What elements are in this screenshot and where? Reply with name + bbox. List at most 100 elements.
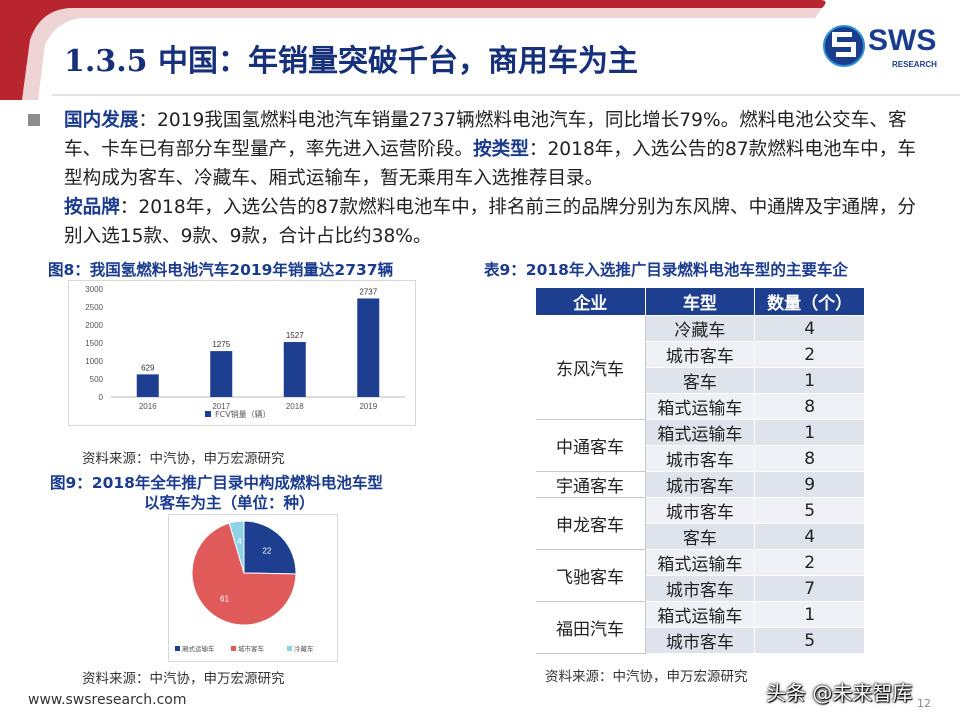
label-by-brand: 按品牌 <box>64 197 120 218</box>
logo-text: SWS <box>868 24 937 57</box>
header-banner <box>0 0 960 100</box>
table-row: 城市客车 7 <box>536 575 865 602</box>
cell-model: 冷藏车 <box>644 315 756 342</box>
cell-count: 7 <box>754 575 865 602</box>
text-by-type: ：2018年，入选公告的87款燃料电池车中，车型构成为客车、冷藏车、厢式运输车，… <box>64 139 916 189</box>
cell-model: 城市客车 <box>644 471 756 498</box>
table9: 企业 车型 数量（个） 东风汽车 冷藏车 4 城市客车 2 客车 1 箱式运输车 8 中通客车 箱式… <box>535 287 865 654</box>
cell-count: 2 <box>754 341 865 368</box>
legend-swatch <box>175 646 180 651</box>
cell-company: 宇通客车 <box>535 471 646 498</box>
fig9-source: 资料来源：中汽协，申万宏源研究 <box>82 671 285 687</box>
cell-count: 1 <box>754 601 865 628</box>
table9-title: 表9：2018年入选推广目录燃料电池车型的主要车企 <box>484 261 848 279</box>
cell-count: 4 <box>754 523 865 550</box>
header-model: 车型 <box>644 287 756 316</box>
x-tick-label: 2017 <box>212 402 230 411</box>
page-number: 12 <box>917 697 931 710</box>
cell-count: 8 <box>754 445 865 472</box>
pie-value-label: 61 <box>220 595 229 604</box>
cell-model: 箱式运输车 <box>644 601 756 628</box>
pie-value-label: 4 <box>237 537 242 546</box>
legend-label: 城市客车 <box>238 644 265 653</box>
text-domestic: ：2019我国氢燃料电池汽车销量2737辆燃料电池汽车，同比增长79%。燃料电池… <box>64 110 907 160</box>
cell-model: 城市客车 <box>644 497 756 524</box>
cell-count: 9 <box>754 471 865 498</box>
bar-value-label: 2737 <box>359 287 377 296</box>
fig9-pie-chart: 22 61 4 厢式运输车 城市客车 冷藏车 <box>175 520 314 653</box>
cell-count: 2 <box>754 549 865 576</box>
table9-source: 资料来源：中汽协，申万宏源研究 <box>545 669 748 685</box>
table-row: 东风汽车 冷藏车 4 <box>535 315 865 420</box>
header-swoosh <box>0 0 960 100</box>
table-row: 城市客车 8 <box>536 445 865 472</box>
table-row: 箱式运输车 8 <box>536 393 865 420</box>
page-title: 1.3.5 中国：年销量突破千台，商用车为主 <box>64 44 638 79</box>
legend-label: 厢式运输车 <box>182 644 215 653</box>
cell-company: 中通客车 <box>535 419 646 472</box>
y-tick-label: 500 <box>90 375 104 384</box>
cell-count: 8 <box>754 393 865 420</box>
cell-model: 城市客车 <box>644 341 756 368</box>
fig9-title-line1: 图9：2018年全年推广目录中构成燃料电池车型 <box>50 474 383 492</box>
x-tick-label: 2016 <box>139 402 157 411</box>
header-company: 企业 <box>535 287 646 316</box>
cell-company: 申龙客车 <box>535 497 646 550</box>
pie-value-label: 22 <box>263 546 272 555</box>
table-row: 城市客车 5 <box>536 627 865 654</box>
watermark: 头条 @未来智库 <box>766 681 913 705</box>
table-row: 客车 4 <box>536 523 865 550</box>
y-tick-label: 3000 <box>85 285 103 294</box>
cell-model: 城市客车 <box>644 575 756 602</box>
bar <box>210 351 233 397</box>
table-row: 申龙客车 城市客车 5 <box>535 497 865 550</box>
cell-model: 箱式运输车 <box>644 393 756 420</box>
cell-count: 5 <box>754 627 865 654</box>
header-count: 数量（个） <box>754 287 865 316</box>
logo-subtext: RESEARCH <box>892 60 937 69</box>
legend-swatch <box>205 411 211 417</box>
y-tick-label: 2500 <box>85 303 103 312</box>
pie-slice <box>243 520 297 575</box>
table-row: 城市客车 2 <box>536 341 865 368</box>
pie-slice <box>191 522 297 626</box>
y-tick-label: 1500 <box>85 339 103 348</box>
fig8-chart-frame: 0 500 1000 1500 2000 2500 3000 629 2016 1275 2017 1… <box>68 280 416 426</box>
fig8-bar-chart: 0 500 1000 1500 2000 2500 3000 629 2016 1275 2017 1… <box>85 285 405 419</box>
fig9-chart-frame: 22 61 4 厢式运输车 城市客车 冷藏车 <box>168 514 338 662</box>
cell-model: 箱式运输车 <box>644 549 756 576</box>
cell-count: 4 <box>754 315 865 342</box>
bar-value-label: 1527 <box>286 331 304 340</box>
cell-count: 1 <box>754 367 865 394</box>
bar-value-label: 629 <box>141 363 155 372</box>
x-tick-label: 2019 <box>359 402 377 411</box>
fig9-title-line2: 以客车为主（单位：种） <box>144 494 315 512</box>
table-header-row: 企业 车型 数量（个） <box>535 287 865 316</box>
label-by-type: 按类型 <box>473 139 529 160</box>
sws-logo: SWS RESEARCH <box>820 22 942 74</box>
body-paragraph: 国内发展：2019我国氢燃料电池汽车销量2737辆燃料电池汽车，同比增长79%。… <box>64 106 934 251</box>
cell-model: 客车 <box>644 523 756 550</box>
bar-value-label: 1275 <box>212 340 230 349</box>
cell-company: 东风汽车 <box>535 315 646 420</box>
cell-company: 飞驰客车 <box>535 549 646 602</box>
bar <box>357 298 380 397</box>
label-domestic: 国内发展 <box>64 110 139 131</box>
bullet-square <box>28 114 40 126</box>
legend-label: FCV销量（辆） <box>215 409 271 419</box>
fig8-source: 资料来源：中汽协，申万宏源研究 <box>82 451 285 467</box>
footer-url[interactable]: www.swsresearch.com <box>28 692 187 708</box>
cell-model: 城市客车 <box>644 627 756 654</box>
bar <box>283 342 306 397</box>
y-tick-label: 0 <box>99 393 104 402</box>
legend-swatch <box>231 646 236 651</box>
pie-slice <box>228 520 245 574</box>
legend-label: 冷藏车 <box>294 644 314 653</box>
y-tick-label: 2000 <box>85 321 103 330</box>
cell-model: 客车 <box>644 367 756 394</box>
table-row: 中通客车 箱式运输车 1 <box>535 419 865 472</box>
cell-model: 箱式运输车 <box>644 419 756 446</box>
text-by-brand: ：2018年，入选公告的87款燃料电池车中，排名前三的品牌分别为东风牌、中通牌及… <box>64 197 916 247</box>
table-row: 福田汽车 箱式运输车 1 <box>535 601 865 654</box>
cell-model: 城市客车 <box>644 445 756 472</box>
